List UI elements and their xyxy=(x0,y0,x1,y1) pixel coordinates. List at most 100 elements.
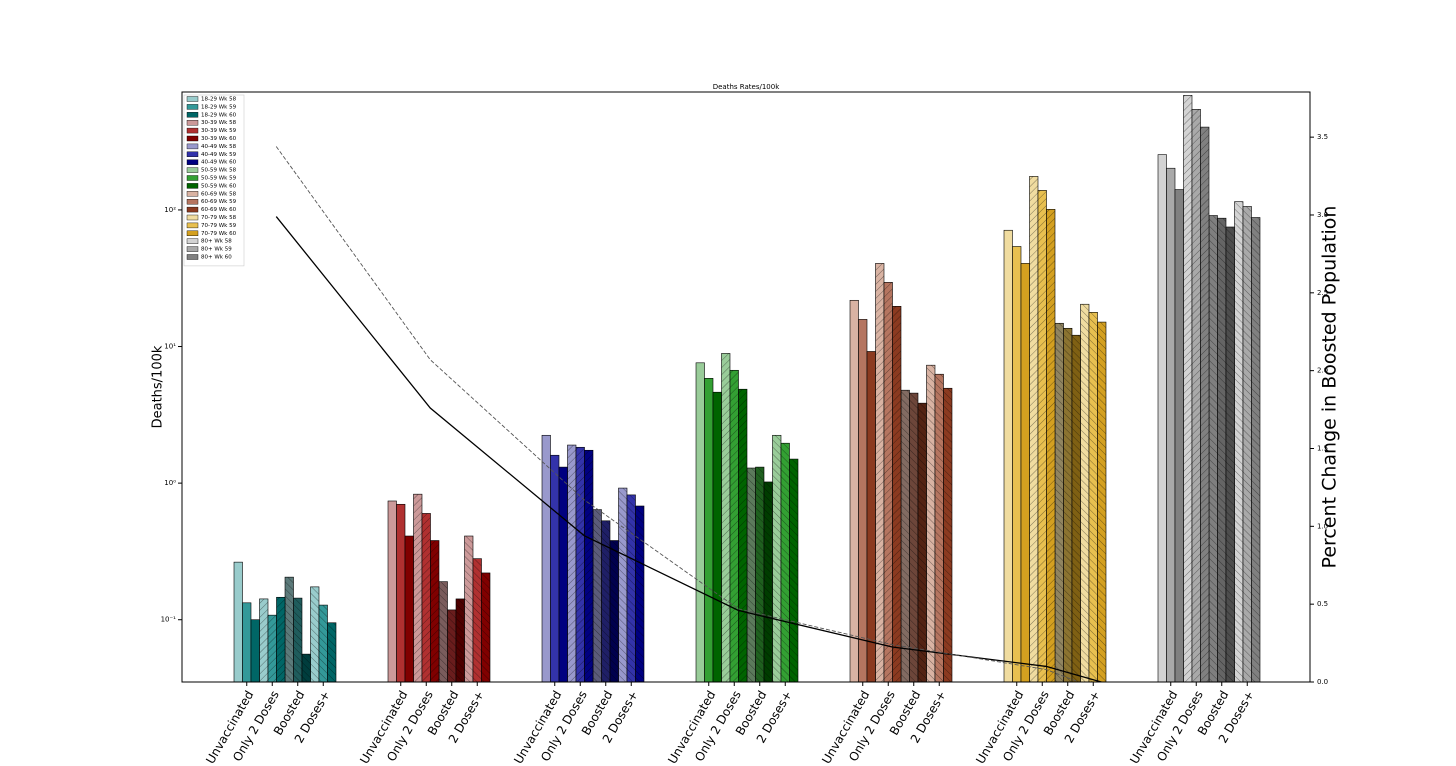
legend-label: 40-49 Wk 59 xyxy=(201,152,237,158)
legend-swatch xyxy=(186,246,199,252)
bar xyxy=(396,503,406,683)
bar-hatch xyxy=(926,365,935,682)
legend-label: 30-39 Wk 59 xyxy=(201,128,237,134)
bar-hatch xyxy=(1200,127,1209,683)
bar-hatch xyxy=(259,598,268,682)
y2-tick-label: 0.5 xyxy=(1317,600,1328,608)
bar-hatch xyxy=(1251,217,1260,682)
y2-tick-label: 2.0 xyxy=(1317,367,1328,375)
y2-tick-label: 3.0 xyxy=(1317,211,1328,219)
bar-hatch xyxy=(293,598,302,682)
y2-tick-label: 0.0 xyxy=(1317,678,1328,686)
bar-hatch xyxy=(319,605,328,682)
legend-label: 70-79 Wk 58 xyxy=(201,215,237,221)
bar-hatch xyxy=(430,540,439,682)
legend-swatch xyxy=(186,151,199,158)
bar-hatch xyxy=(1226,226,1235,682)
legend-swatch xyxy=(186,183,199,189)
legend-swatch xyxy=(186,112,199,118)
legend-swatch xyxy=(186,127,199,134)
y-axis-label: Deaths/100k xyxy=(151,345,166,428)
bar-hatch xyxy=(456,598,465,682)
bar-hatch xyxy=(593,509,602,682)
legend-swatch xyxy=(186,206,199,213)
bar xyxy=(387,500,397,683)
legend-swatch xyxy=(186,198,199,205)
bar-hatch xyxy=(327,622,336,682)
bar-hatch xyxy=(268,615,277,682)
bar-hatch xyxy=(875,263,884,682)
legend-swatch xyxy=(186,191,199,197)
bar-hatch xyxy=(730,370,739,682)
legend-label: 18-29 Wk 60 xyxy=(201,112,237,118)
bar-hatch xyxy=(781,443,790,682)
y2-tick-label: 1.5 xyxy=(1317,444,1328,452)
bar-hatch xyxy=(635,506,644,682)
bars xyxy=(233,95,1261,683)
bar xyxy=(858,319,868,683)
bar-hatch xyxy=(1089,312,1098,682)
bar-hatch xyxy=(481,572,490,682)
bar xyxy=(712,391,722,683)
bar-hatch xyxy=(276,597,285,682)
bar xyxy=(233,561,243,683)
bar-hatch xyxy=(1072,335,1081,682)
bar xyxy=(704,378,714,683)
legend-swatch xyxy=(186,159,199,165)
bar xyxy=(1012,246,1022,683)
y2-tick-label: 1.0 xyxy=(1317,522,1328,530)
bar-hatch xyxy=(567,445,576,682)
bar-hatch xyxy=(1192,109,1201,683)
chart-title: Deaths Rates/100k xyxy=(713,83,780,91)
bar-hatch xyxy=(310,586,319,682)
legend-swatch xyxy=(186,104,199,110)
bar-hatch xyxy=(789,459,798,682)
bar xyxy=(1157,154,1167,683)
bar-hatch xyxy=(1234,201,1243,682)
bar-hatch xyxy=(610,540,619,682)
bar xyxy=(1166,167,1176,683)
legend-label: 60-69 Wk 59 xyxy=(201,199,237,205)
bar-hatch xyxy=(909,393,918,682)
legend-swatch xyxy=(186,119,199,126)
legend-swatch xyxy=(186,96,199,102)
legend-label: 50-59 Wk 59 xyxy=(201,176,237,182)
bar-hatch xyxy=(302,654,311,682)
bar-hatch xyxy=(721,353,730,682)
legend-swatch xyxy=(186,143,199,150)
y2-tick-label: 3.5 xyxy=(1317,133,1328,141)
legend-label: 40-49 Wk 60 xyxy=(201,160,237,166)
legend-label: 70-79 Wk 60 xyxy=(201,231,237,237)
legend-label: 80+ Wk 60 xyxy=(201,255,232,261)
bar-hatch xyxy=(935,374,944,682)
legend-label: 30-39 Wk 58 xyxy=(201,120,237,126)
y-tick-label: 10⁻¹ xyxy=(161,616,177,624)
legend-swatch xyxy=(186,254,199,260)
bar xyxy=(550,454,560,683)
bar-hatch xyxy=(943,388,952,682)
bar-hatch xyxy=(1097,322,1106,682)
bar xyxy=(558,466,568,683)
bar xyxy=(1020,263,1030,683)
bar-hatch xyxy=(892,306,901,682)
bar-hatch xyxy=(1217,218,1226,682)
trend-line xyxy=(275,216,1104,682)
bar xyxy=(242,602,252,683)
y-tick-label: 10⁰ xyxy=(164,479,176,487)
legend-swatch xyxy=(186,214,199,221)
y2-tick-label: 2.5 xyxy=(1317,289,1328,297)
legend-label: 60-69 Wk 60 xyxy=(201,207,237,213)
bar-hatch xyxy=(738,389,747,682)
legend-swatch xyxy=(186,135,199,142)
bar-hatch xyxy=(755,467,764,682)
legend-label: 18-29 Wk 58 xyxy=(201,97,237,103)
bar-hatch xyxy=(422,513,431,682)
bar-hatch xyxy=(1243,206,1252,683)
bar-hatch xyxy=(1038,190,1047,682)
bar-hatch xyxy=(601,520,610,682)
bar xyxy=(1003,229,1013,683)
bar-hatch xyxy=(918,403,927,682)
bar xyxy=(541,434,551,683)
